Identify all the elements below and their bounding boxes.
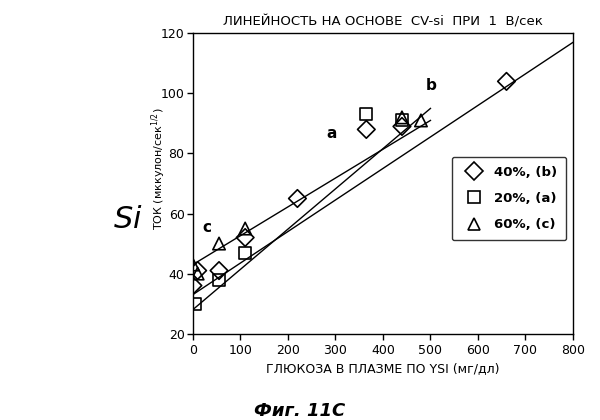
Point (193, 267, 202, 274)
Point (416, 117, 426, 124)
Point (214, 267, 224, 274)
Point (190, 300, 200, 307)
Title: ЛИНЕЙНОСТЬ НА ОСНОВЕ  CV-si  ПРИ  1  В/сек: ЛИНЕЙНОСТЬ НА ОСНОВЕ CV-si ПРИ 1 В/сек (223, 15, 543, 28)
Point (362, 126, 371, 133)
Text: ТОК (мккулон/сек$^{1/2}$): ТОК (мккулон/сек$^{1/2}$) (149, 107, 168, 230)
Text: c: c (202, 220, 211, 234)
Point (502, 78, 511, 85)
Point (214, 276, 224, 283)
Point (188, 282, 197, 289)
Text: a: a (326, 126, 337, 142)
Point (397, 117, 407, 124)
Text: Фиг. 11С: Фиг. 11С (254, 402, 346, 420)
Point (214, 240, 224, 247)
Text: b: b (426, 79, 437, 93)
Point (293, 195, 302, 202)
Legend: 40%, (b), 20%, (a), 60%, (c): 40%, (b), 20%, (a), 60%, (c) (452, 157, 566, 240)
X-axis label: ГЛЮКОЗА В ПЛАЗМЕ ПО YSI (мг/дл): ГЛЮКОЗА В ПЛАЗМЕ ПО YSI (мг/дл) (266, 362, 500, 375)
Point (241, 225, 250, 232)
Point (188, 261, 197, 268)
Point (397, 114, 407, 121)
Point (241, 249, 250, 256)
Text: $Si$: $Si$ (113, 205, 143, 234)
Point (362, 111, 371, 118)
Point (397, 123, 407, 130)
Point (241, 234, 250, 241)
Point (193, 270, 202, 277)
